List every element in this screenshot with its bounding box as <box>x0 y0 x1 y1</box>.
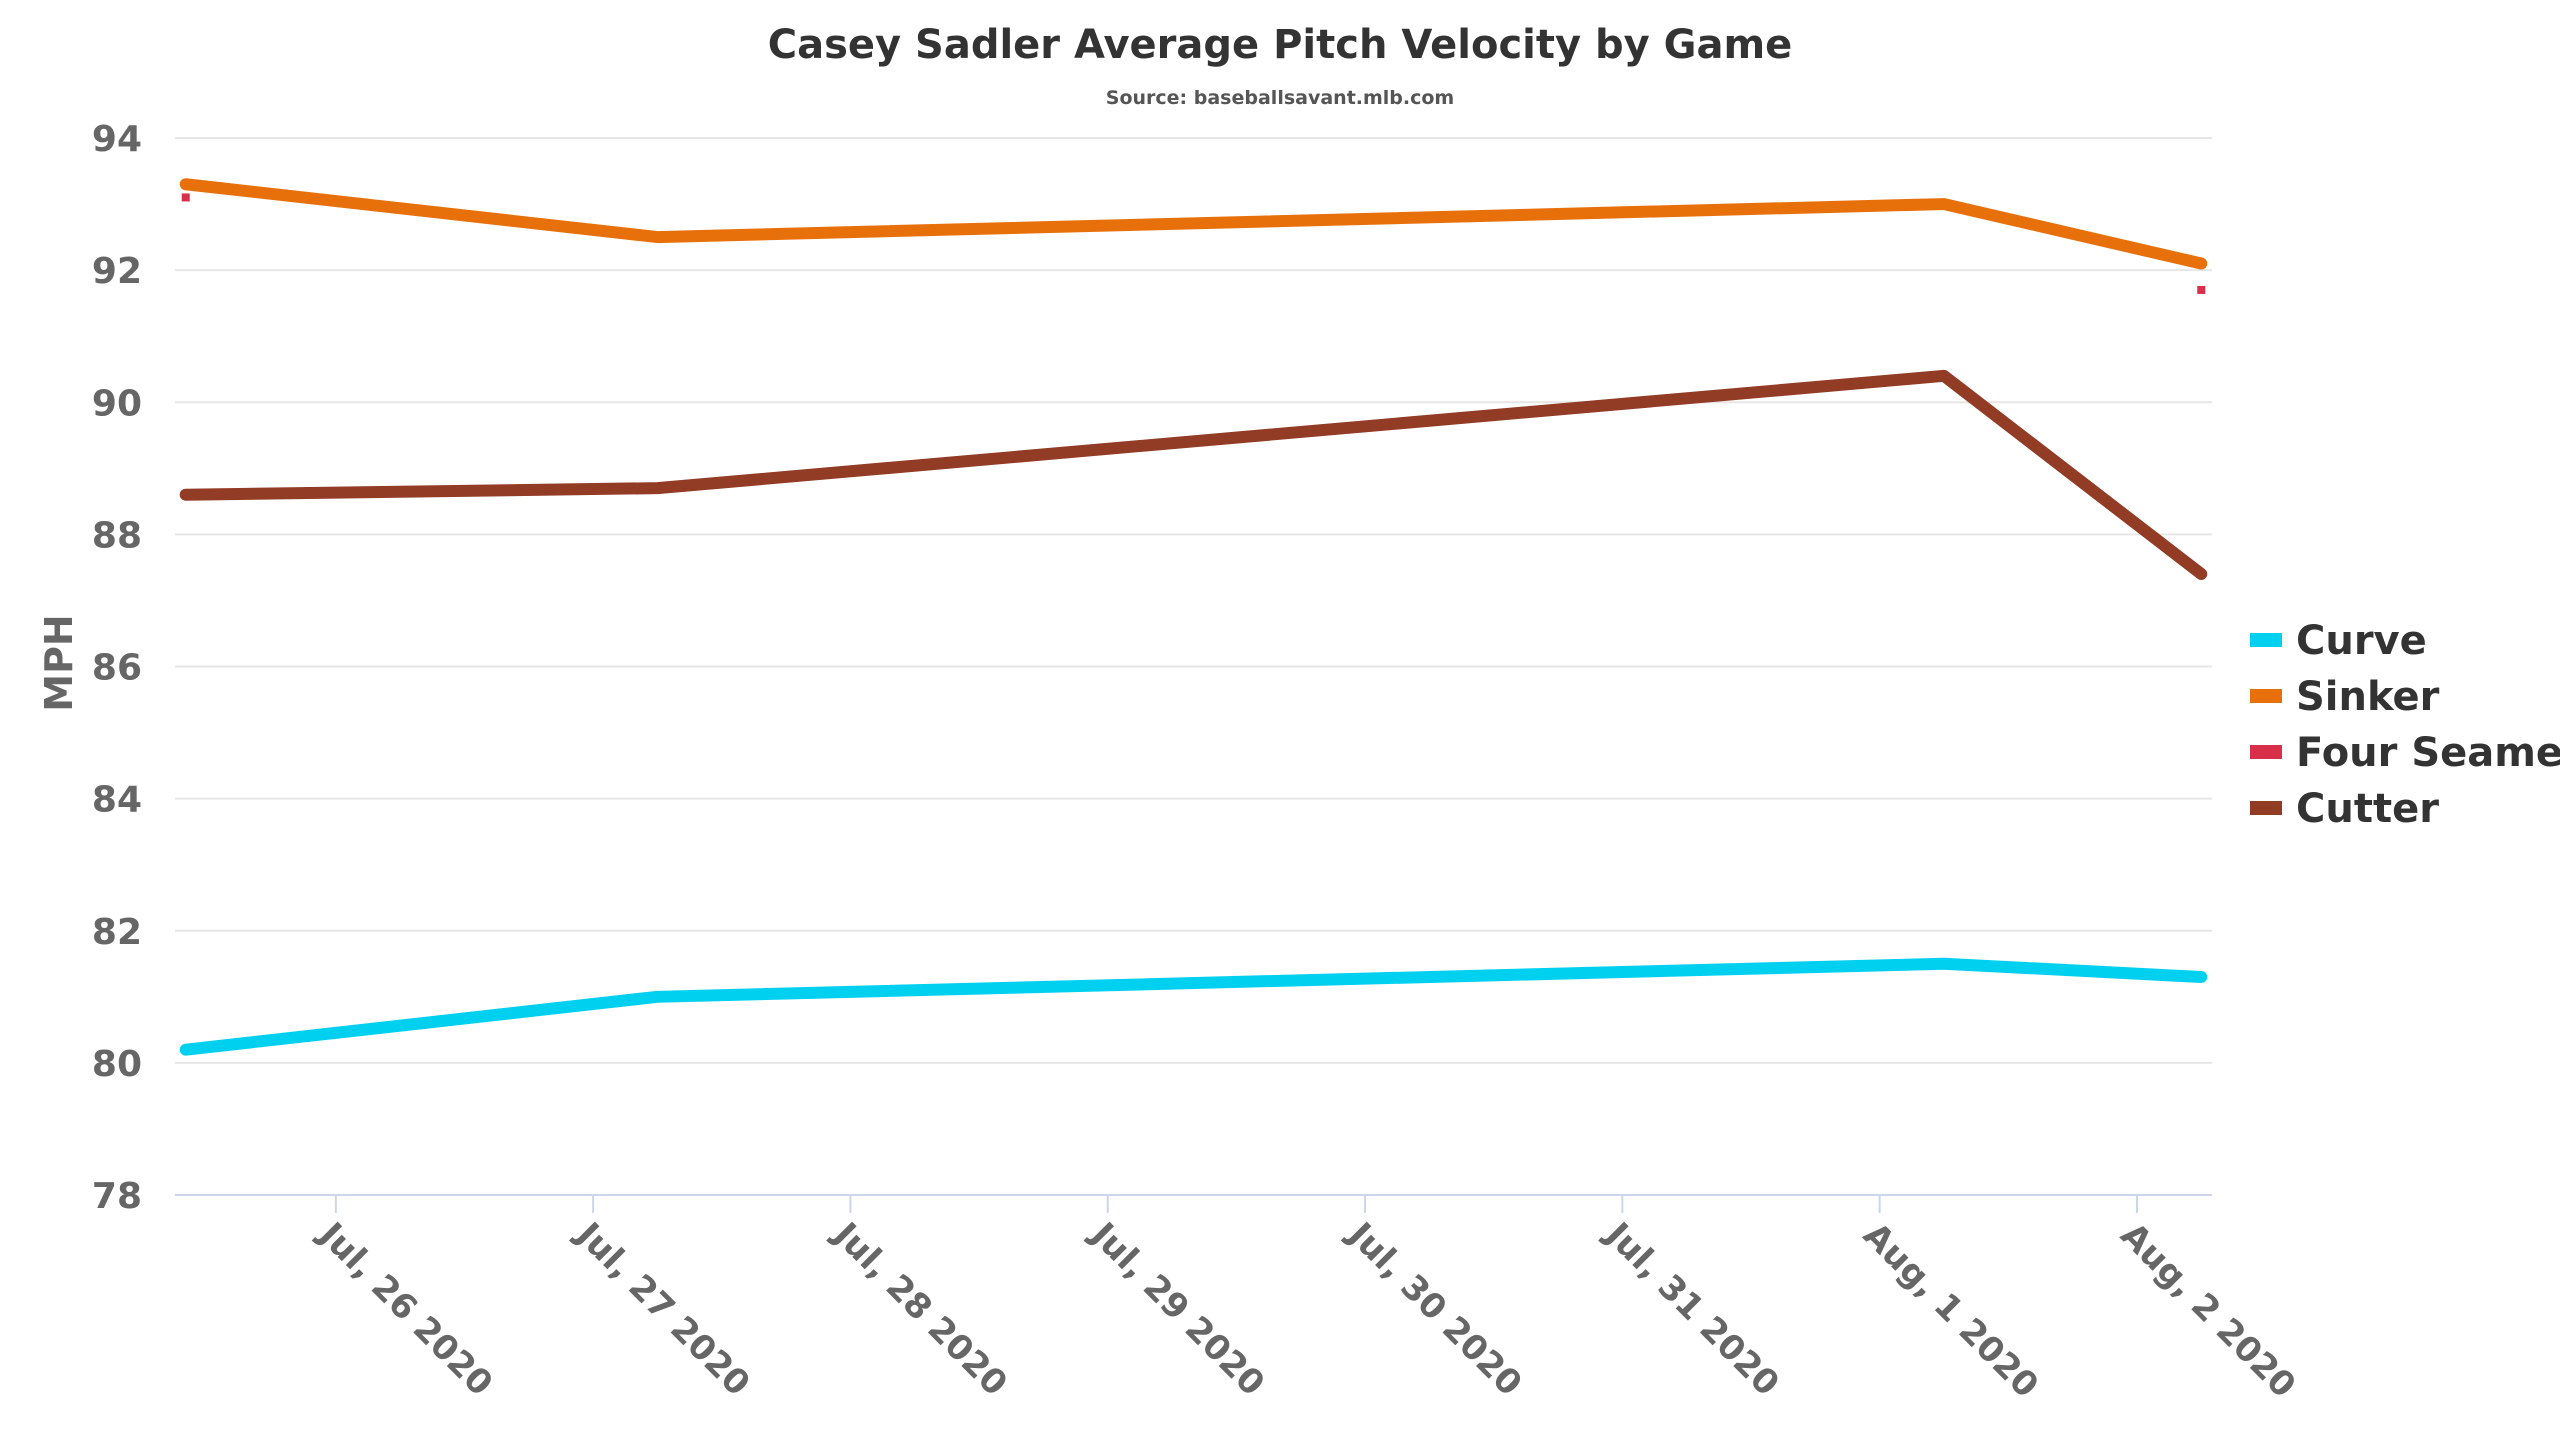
legend-label: Sinker <box>2296 674 2440 720</box>
legend: Curve Sinker Four Seamer Cutter <box>2250 618 2560 832</box>
line-curve <box>179 957 2208 1056</box>
y-tick-label: 84 <box>92 780 142 821</box>
x-axis <box>175 1194 2212 1213</box>
line-cutter <box>179 369 2208 581</box>
legend-swatch <box>2250 689 2282 703</box>
series-four-seamer <box>181 193 2206 294</box>
legend-label: Four Seamer <box>2296 730 2560 776</box>
line-sinker <box>179 178 2208 270</box>
x-axis-ticks: Jul, 26 2020 Jul, 27 2020 Jul, 28 2020 Jul,… <box>310 1214 2303 1406</box>
legend-swatch <box>2250 801 2282 815</box>
y-tick-label: 90 <box>92 383 142 424</box>
legend-label: Curve <box>2296 618 2427 664</box>
point-four-seamer <box>181 193 190 202</box>
x-tick-label: Jul, 26 2020 <box>310 1214 500 1404</box>
x-tick-label: Jul, 29 2020 <box>1082 1214 1272 1404</box>
y-tick-label: 80 <box>92 1044 142 1085</box>
x-tick-label: Jul, 28 2020 <box>825 1214 1015 1404</box>
x-tick-label: Jul, 27 2020 <box>567 1214 757 1404</box>
legend-label: Cutter <box>2296 786 2439 832</box>
x-tick-label: Aug, 1 2020 <box>1855 1215 2046 1406</box>
chart-title: Casey Sadler Average Pitch Velocity by G… <box>768 22 1793 68</box>
y-axis-ticks: 78 80 82 84 86 88 90 92 94 <box>92 119 142 1217</box>
y-tick-label: 88 <box>92 515 142 556</box>
legend-item-sinker[interactable]: Sinker <box>2250 674 2440 720</box>
x-tick-label: Jul, 30 2020 <box>1339 1214 1529 1404</box>
x-tick-label: Aug, 2 2020 <box>2113 1215 2304 1406</box>
grid-lines <box>175 137 2212 1064</box>
x-tick-label: Jul, 31 2020 <box>1597 1214 1787 1404</box>
y-tick-label: 82 <box>92 912 142 953</box>
series-cutter <box>179 369 2208 581</box>
series-sinker <box>179 178 2208 270</box>
chart-subtitle: Source: baseballsavant.mlb.com <box>1106 87 1454 109</box>
y-tick-label: 86 <box>92 648 142 689</box>
legend-item-curve[interactable]: Curve <box>2250 618 2427 664</box>
legend-item-four-seamer[interactable]: Four Seamer <box>2250 730 2560 776</box>
point-four-seamer <box>2197 285 2206 294</box>
series-curve <box>179 957 2208 1056</box>
legend-swatch <box>2250 633 2282 647</box>
legend-swatch <box>2250 745 2282 759</box>
legend-item-cutter[interactable]: Cutter <box>2250 786 2439 832</box>
y-tick-label: 92 <box>92 251 142 292</box>
y-axis-label: MPH <box>37 614 81 711</box>
y-tick-label: 78 <box>92 1176 142 1217</box>
series-lines <box>179 178 2208 1056</box>
y-tick-label: 94 <box>92 119 142 160</box>
